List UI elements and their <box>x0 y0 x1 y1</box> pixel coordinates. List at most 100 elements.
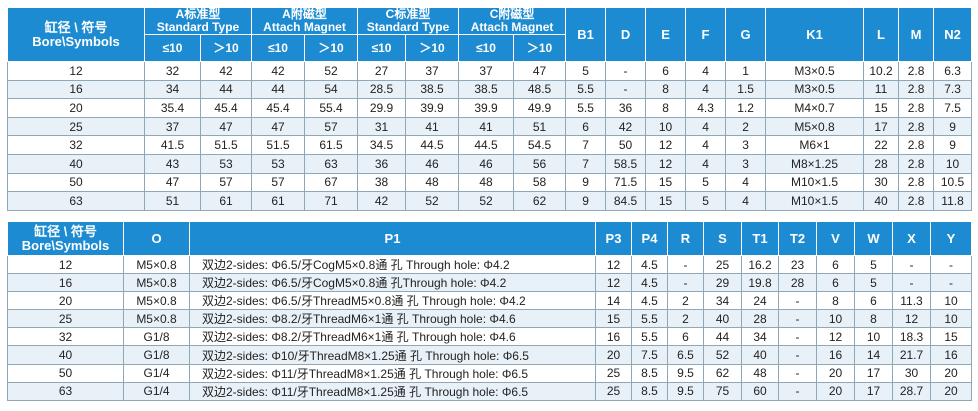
bore-cell: 25 <box>7 309 124 329</box>
cond-header: ≤10 <box>357 34 407 62</box>
table-cell: 3 <box>725 153 767 174</box>
table-cell: 10 <box>930 291 972 311</box>
table-cell: 6.5 <box>667 345 704 365</box>
table-cell: 46 <box>405 153 460 174</box>
col-header: S <box>703 221 742 256</box>
table-cell: 5 <box>685 191 727 211</box>
table-row: 40 43 53 53 63 36 46 46 56 7 58.5 12 4 3 M8×1.25 28 2.8 1… <box>7 153 973 174</box>
table-cell: 48 <box>741 363 779 383</box>
table-cell: - <box>778 291 817 311</box>
table-cell: 5 <box>685 172 727 193</box>
table-cell: 4.5 <box>631 291 668 311</box>
col-header: P1 <box>189 221 596 256</box>
table-cell: G1/8 <box>123 345 190 365</box>
table-cell: 8 <box>645 79 687 100</box>
col-header: P4 <box>631 221 668 256</box>
table-cell: 15 <box>645 191 687 211</box>
table-cell: 4 <box>685 153 727 174</box>
table-cell: 62 <box>513 191 567 211</box>
table-cell: 10 <box>933 153 973 174</box>
table-cell: 4.5 <box>631 273 668 293</box>
table-cell: 28 <box>741 309 779 329</box>
table-cell: 34 <box>144 79 201 100</box>
bore-cell: 40 <box>7 153 145 174</box>
col-header: X <box>892 221 931 256</box>
table-cell: M5×0.8 <box>123 309 190 329</box>
group-header: C标准型 Standard Type <box>357 7 460 35</box>
table-cell: 双边2-sides: Φ6.5/牙CogM5×0.8通 孔 Through ho… <box>189 254 596 275</box>
group-header: C附磁型 Attach Magnet <box>458 7 567 35</box>
table-cell: 10 <box>816 309 855 329</box>
table-cell: 8.5 <box>631 381 668 401</box>
table-cell: 57 <box>251 172 305 193</box>
table-cell: 12 <box>595 254 632 275</box>
table-cell: - <box>778 327 817 347</box>
table-cell: 30 <box>892 363 931 383</box>
table-cell: 44 <box>251 79 305 100</box>
bore-cell: 63 <box>7 381 124 401</box>
bore-symbols-header: 缸径 \ 符号 Bore\Symbols <box>7 221 124 256</box>
bore-cell: 40 <box>7 345 124 365</box>
table-cell: 双边2-sides: Φ6.5/牙ThreadM5×0.8通 孔 Through… <box>189 291 596 311</box>
col-header: L <box>863 7 900 62</box>
table-cell: 23 <box>778 254 817 275</box>
table-cell: 71 <box>303 191 359 211</box>
table-cell: 6.3 <box>933 61 973 81</box>
table-cell: 2.8 <box>898 153 935 174</box>
table-cell: 27 <box>357 61 407 81</box>
table-cell: 60 <box>741 381 779 401</box>
table-cell: 17 <box>854 381 893 401</box>
table-cell: 53 <box>200 153 252 174</box>
table-cell: 42 <box>200 61 252 81</box>
table-cell: 10 <box>645 116 687 137</box>
table-cell: 7.3 <box>933 79 973 100</box>
table-cell: 41 <box>458 116 515 137</box>
table-cell: 32 <box>144 61 201 81</box>
table-cell: 43 <box>144 153 201 174</box>
col-header: M <box>898 7 935 62</box>
table-cell: G1/4 <box>123 381 190 401</box>
table-row: 16 M5×0.8 双边2-sides: Φ6.5/牙CogM5×0.8通 孔Thr… <box>7 273 972 293</box>
table-cell: 12 <box>816 327 855 347</box>
table-cell: 58.5 <box>605 153 647 174</box>
col-header: B1 <box>565 7 607 62</box>
table-cell: 67 <box>303 172 359 193</box>
table-cell: 48.5 <box>513 79 567 100</box>
col-header: T2 <box>778 221 817 256</box>
table-cell: 6 <box>816 273 855 293</box>
table-cell: 51 <box>144 191 201 211</box>
cond-header: ≤10 <box>144 34 201 62</box>
table-cell: 48 <box>405 172 460 193</box>
table-cell: 6 <box>667 327 704 347</box>
table-cell: 40 <box>703 309 742 329</box>
table-cell: 双边2-sides: Φ10/牙ThreadM8×1.25通 孔 Through… <box>189 345 596 365</box>
cond-header: ＞10 <box>200 34 252 62</box>
table-cell: 40 <box>741 345 779 365</box>
table-cell: 44 <box>200 79 252 100</box>
table-cell: G1/4 <box>123 363 190 383</box>
table-cell: 6 <box>565 116 607 137</box>
table-cell: 61.5 <box>303 135 359 155</box>
table-cell: - <box>892 273 931 293</box>
table-cell: 5 <box>565 61 607 81</box>
table-cell: - <box>930 273 972 293</box>
table-cell: 28.7 <box>892 381 931 401</box>
table-cell: 8 <box>645 98 687 118</box>
col-header: D <box>605 7 647 62</box>
table-cell: 57 <box>303 116 359 137</box>
bore-cell: 16 <box>7 79 145 100</box>
table-cell: 2.8 <box>898 116 935 137</box>
col-header: P3 <box>595 221 632 256</box>
table-cell: 47 <box>513 61 567 81</box>
dimensions-table-b: 缸径 \ 符号 Bore\Symbols O P1 P3 P4 R S T1 T… <box>7 221 972 401</box>
table-cell: 12 <box>595 273 632 293</box>
table-b-body: 12 M5×0.8 双边2-sides: Φ6.5/牙CogM5×0.8通 孔 Th… <box>7 254 972 401</box>
table-cell: 2.8 <box>898 135 935 155</box>
table-cell: 42 <box>357 191 407 211</box>
table-cell: 44.5 <box>405 135 460 155</box>
table-cell: - <box>667 273 704 293</box>
table-cell: 2.8 <box>898 79 935 100</box>
table-cell: 42 <box>605 116 647 137</box>
table-cell: 20 <box>930 381 972 401</box>
table-cell: 28 <box>863 153 900 174</box>
